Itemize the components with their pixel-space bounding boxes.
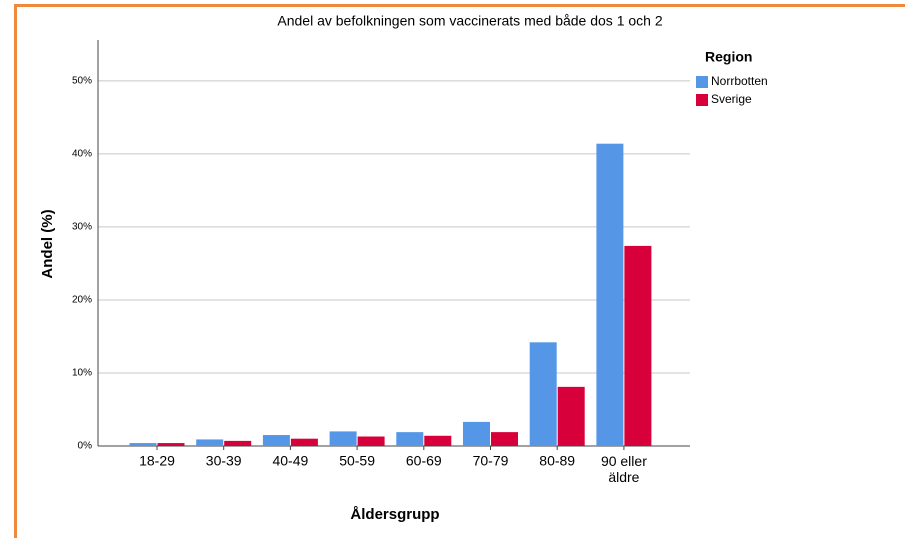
bar bbox=[357, 436, 385, 446]
legend-title: Region bbox=[705, 49, 752, 65]
bar bbox=[157, 443, 185, 446]
frame-top bbox=[14, 4, 905, 7]
x-tick-label: 50-59 bbox=[339, 453, 375, 469]
bar bbox=[290, 438, 318, 446]
x-tick-label: 90 eller äldre bbox=[601, 453, 647, 485]
bar bbox=[529, 342, 557, 446]
bar bbox=[596, 143, 624, 446]
legend-label: Sverige bbox=[711, 92, 752, 106]
y-tick-label: 50% bbox=[72, 76, 92, 87]
bar bbox=[129, 443, 157, 446]
legend-label: Norrbotten bbox=[711, 74, 768, 88]
x-tick-label: 30-39 bbox=[206, 453, 242, 469]
legend-swatch bbox=[696, 94, 708, 106]
bar bbox=[396, 432, 424, 446]
y-tick-label: 10% bbox=[72, 368, 92, 379]
x-tick-label: 40-49 bbox=[272, 453, 308, 469]
bar bbox=[424, 435, 452, 446]
bar bbox=[224, 440, 252, 446]
x-axis-title: Åldersgrupp bbox=[350, 506, 439, 523]
bar bbox=[329, 431, 357, 446]
frame-left bbox=[14, 4, 17, 538]
bar bbox=[491, 432, 518, 446]
y-tick-label: 40% bbox=[72, 149, 92, 160]
x-tick-label: 70-79 bbox=[473, 453, 509, 469]
x-tick-label: 60-69 bbox=[406, 453, 442, 469]
bar bbox=[463, 421, 490, 446]
y-tick-label: 0% bbox=[78, 441, 93, 452]
legend-swatch bbox=[696, 76, 708, 88]
y-tick-label: 30% bbox=[72, 222, 92, 233]
bar bbox=[262, 435, 290, 446]
bar bbox=[196, 439, 224, 446]
x-tick-label: 80-89 bbox=[539, 453, 575, 469]
y-tick-label: 20% bbox=[72, 295, 92, 306]
y-axis-title: Andel (%) bbox=[39, 209, 56, 278]
bar bbox=[557, 386, 585, 446]
chart-title: Andel av befolkningen som vaccinerats me… bbox=[277, 13, 662, 29]
bar bbox=[624, 245, 652, 446]
x-tick-label: 18-29 bbox=[139, 453, 175, 469]
